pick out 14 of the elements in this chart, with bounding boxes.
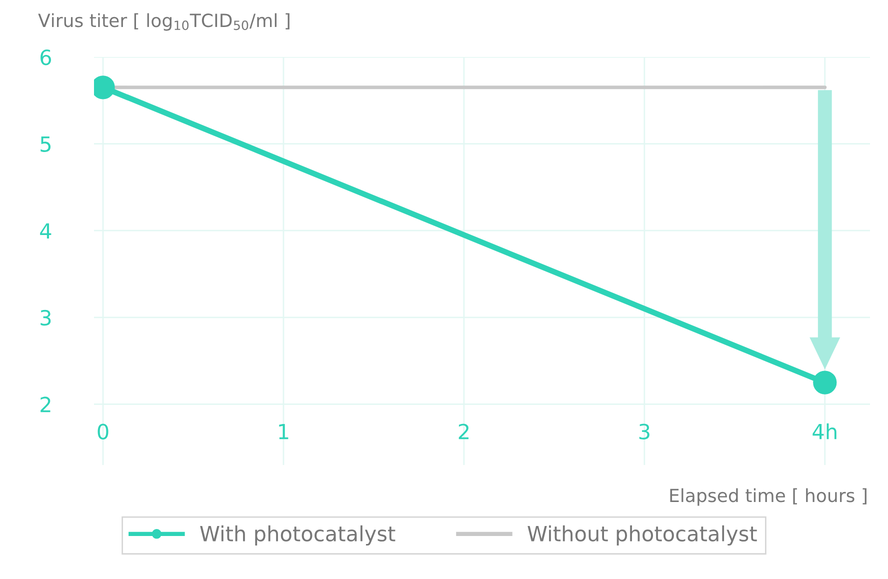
x-tick-label: 4h [812, 423, 836, 440]
y-tick-label: 2 [40, 396, 50, 412]
x-tick-label: 1 [279, 424, 288, 440]
x-tick-label: 2 [458, 424, 468, 440]
y-tick-label: 6 [40, 49, 52, 66]
y-axis-title: Virus titer [ log$_{10}$TCID$_{50}$/ml ] [38, 13, 290, 31]
x-tick-label: 0 [98, 424, 108, 440]
x-axis-title: Elapsed time [ hours ] [670, 488, 866, 506]
legend-label: With photocatalyst [200, 525, 396, 546]
x-tick-label: 3 [639, 424, 650, 440]
y-tick-label: 3 [40, 310, 51, 326]
y-tick-label: 4 [40, 223, 52, 239]
y-tick-label: 5 [40, 136, 51, 152]
legend-label: Without photocatalyst [528, 525, 757, 546]
